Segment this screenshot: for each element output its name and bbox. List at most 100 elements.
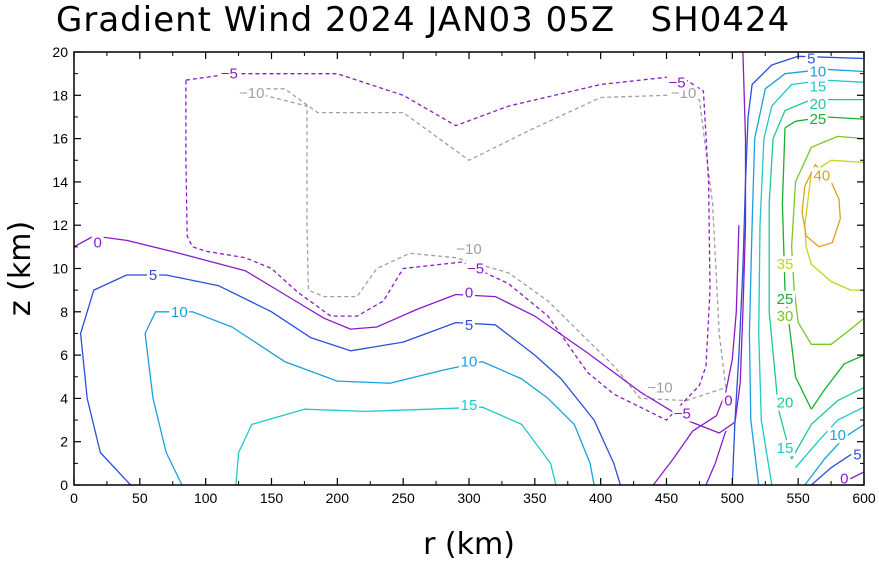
contour-line-10-9 bbox=[144, 311, 595, 486]
contour-label-bg bbox=[463, 284, 475, 301]
contour-label: 0 bbox=[840, 471, 848, 488]
contour-label-bg bbox=[807, 63, 828, 80]
x-axis-ticks: 0 50 100 150 200 250 300 350 400 450 500 550 600 bbox=[70, 52, 876, 506]
contour-label-bg bbox=[807, 78, 828, 95]
contour-label-bg bbox=[465, 260, 486, 277]
contour-line-15-12 bbox=[235, 406, 557, 486]
contour-label: 0 bbox=[94, 235, 102, 252]
contour-line-0-2 bbox=[73, 51, 747, 434]
contour-label: −5 bbox=[467, 261, 484, 278]
contour-line-0-4 bbox=[705, 430, 727, 486]
contour-label: 0 bbox=[465, 284, 473, 301]
contour-label-bg bbox=[169, 303, 190, 320]
contour-label-bg bbox=[463, 316, 475, 333]
y-tick-label: 4 bbox=[60, 390, 68, 406]
x-tick-label: 600 bbox=[852, 490, 876, 506]
contour-lines bbox=[73, 51, 865, 486]
contour-label-bg bbox=[805, 50, 818, 67]
y-tick-label: 14 bbox=[52, 174, 68, 190]
contour-label: 35 bbox=[777, 256, 794, 273]
contour-label-bg bbox=[667, 74, 688, 91]
y-tick-label: 8 bbox=[60, 304, 68, 320]
contour-label: 10 bbox=[810, 63, 827, 80]
contour-label: 5 bbox=[149, 267, 157, 284]
contour-line-0-3 bbox=[652, 225, 740, 486]
contour-line-25-19 bbox=[810, 354, 865, 410]
contour-label-bg bbox=[237, 85, 266, 102]
contour-label: 25 bbox=[777, 291, 794, 308]
y-tick-label: 2 bbox=[60, 434, 68, 450]
y-tick-label: 12 bbox=[52, 217, 68, 233]
contour-line-30-20 bbox=[790, 135, 865, 345]
contour-label-bg bbox=[851, 446, 864, 463]
x-tick-label: 0 bbox=[70, 490, 78, 506]
x-tick-label: 400 bbox=[589, 490, 613, 506]
contour-label-bg bbox=[672, 405, 693, 422]
x-axis-title: r (km) bbox=[423, 527, 515, 561]
contour-line-25-18 bbox=[781, 127, 812, 410]
contour-label-bg bbox=[775, 394, 795, 411]
contour-label-bg bbox=[775, 308, 795, 325]
contour-label-bg bbox=[807, 111, 828, 128]
contour-label-bg bbox=[775, 440, 795, 457]
x-tick-label: 250 bbox=[391, 490, 415, 506]
contour-label: −10 bbox=[456, 241, 481, 258]
contour-label-bg bbox=[219, 65, 240, 82]
x-tick-label: 50 bbox=[132, 490, 148, 506]
contour-label: 5 bbox=[853, 447, 861, 464]
x-tick-label: 150 bbox=[260, 490, 284, 506]
contour-label-bg bbox=[459, 353, 479, 370]
x-tick-label: 500 bbox=[721, 490, 745, 506]
contour-label-bg bbox=[147, 266, 159, 283]
contour-line-20-15 bbox=[768, 98, 864, 460]
y-tick-label: 10 bbox=[52, 261, 68, 277]
contour-label: 10 bbox=[829, 427, 846, 444]
x-tick-label: 450 bbox=[655, 490, 679, 506]
y-tick-label: 0 bbox=[60, 477, 68, 493]
contour-label: −5 bbox=[668, 74, 685, 91]
contour-line-10-11 bbox=[804, 423, 865, 486]
x-tick-label: 350 bbox=[523, 490, 547, 506]
contour-label-bg bbox=[455, 241, 483, 258]
contour-line-neg10-0 bbox=[238, 88, 727, 402]
x-tick-label: 300 bbox=[457, 490, 481, 506]
y-tick-label: 18 bbox=[52, 87, 68, 103]
contour-label: 15 bbox=[810, 79, 827, 96]
x-tick-label: 100 bbox=[194, 490, 218, 506]
contour-line-neg5-1 bbox=[185, 73, 711, 421]
contour-label-bg bbox=[827, 427, 848, 444]
y-axis-ticks: 0 2 4 6 8 10 12 14 16 18 20 bbox=[52, 44, 864, 493]
contour-label: 5 bbox=[807, 50, 815, 67]
contour-label-bg bbox=[459, 396, 479, 413]
contour-label-bg bbox=[838, 470, 851, 487]
contour-label: −5 bbox=[674, 406, 691, 423]
contour-label: −5 bbox=[221, 66, 238, 83]
contour-line-35-21 bbox=[804, 159, 865, 291]
contour-line-5-7 bbox=[731, 55, 865, 486]
contour-label-bg bbox=[775, 256, 795, 273]
contour-label: 5 bbox=[465, 317, 473, 334]
contour-line-40-22 bbox=[801, 163, 841, 248]
y-axis-title: z (km) bbox=[3, 221, 38, 316]
contour-label: −10 bbox=[647, 380, 672, 397]
contour-label: 20 bbox=[810, 96, 827, 113]
contour-label-bg bbox=[91, 234, 104, 251]
contour-label: 25 bbox=[810, 111, 827, 128]
contour-label: 10 bbox=[171, 304, 188, 321]
contour-label-bg bbox=[722, 392, 735, 409]
contour-labels: −10 −10−10−10−5−5−5−500005555101010101515… bbox=[91, 50, 864, 488]
contour-line-10-10 bbox=[748, 68, 865, 486]
y-tick-label: 6 bbox=[60, 347, 68, 363]
contour-label: 20 bbox=[777, 395, 794, 412]
contour-label-bg bbox=[645, 379, 674, 396]
contour-line-20-16 bbox=[791, 387, 865, 460]
chart-title: Gradient Wind 2024 JAN03 05Z SH0424 bbox=[56, 0, 791, 40]
contour-label: 10 bbox=[461, 354, 478, 371]
contour-label: 30 bbox=[777, 308, 794, 325]
contour-label-bg bbox=[811, 167, 832, 184]
x-tick-label: 200 bbox=[326, 490, 350, 506]
contour-label: 40 bbox=[814, 167, 831, 184]
y-tick-label: 20 bbox=[52, 44, 68, 60]
y-tick-label: 16 bbox=[52, 131, 68, 147]
